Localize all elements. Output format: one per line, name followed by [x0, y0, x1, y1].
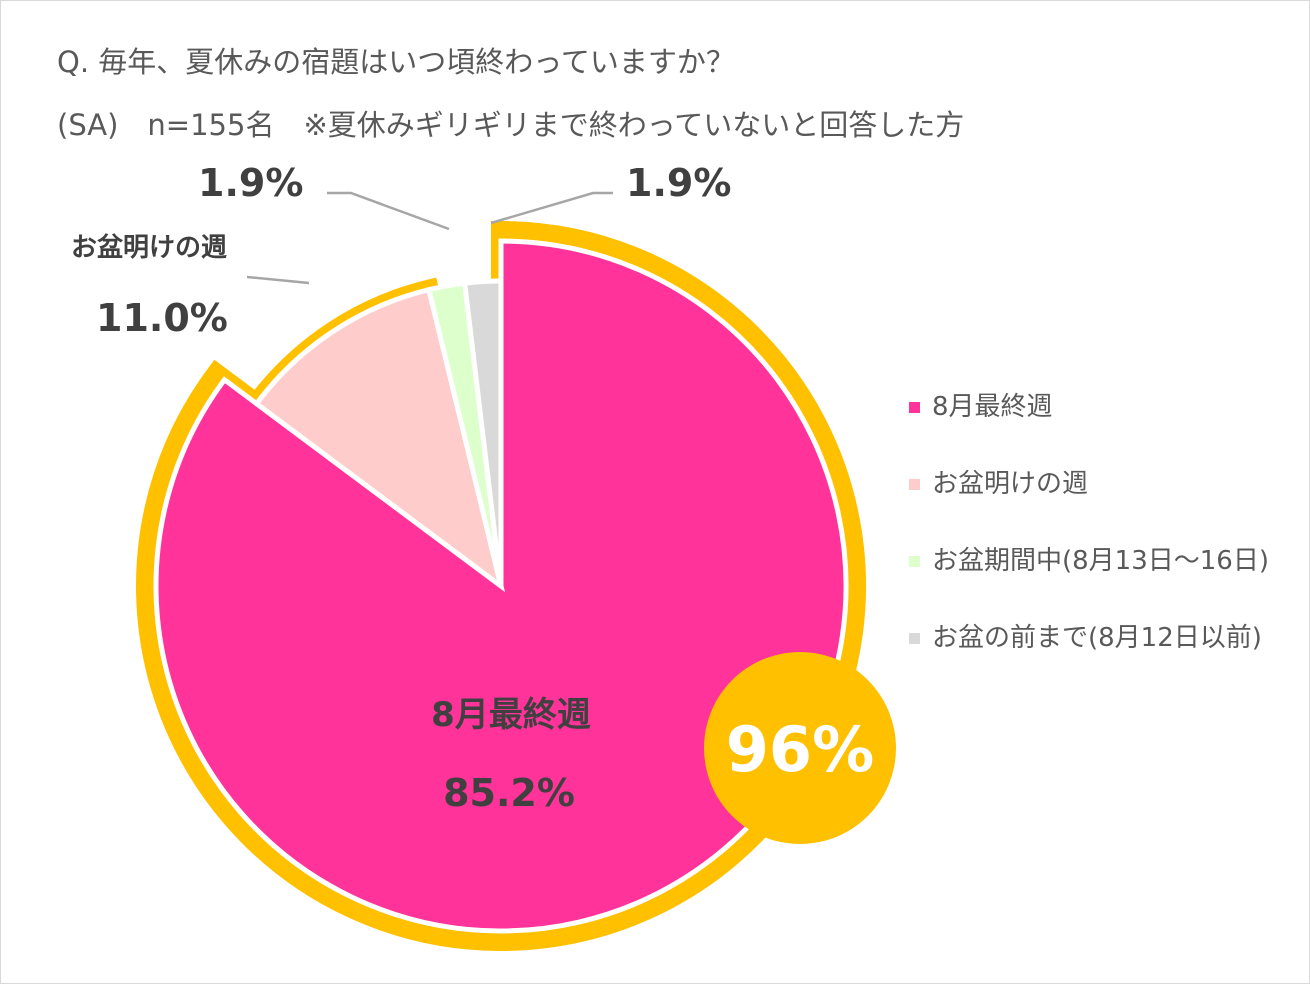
legend-swatch — [909, 556, 920, 567]
leader-line-obon-ake — [246, 275, 310, 285]
legend-label: お盆期間中(8月13日～16日) — [932, 546, 1269, 576]
legend-swatch — [909, 633, 920, 644]
highlight-badge — [704, 652, 896, 844]
legend-swatch — [909, 479, 920, 490]
legend-swatch — [909, 402, 920, 413]
legend-label: お盆の前まで(8月12日以前) — [932, 623, 1262, 653]
legend-label: お盆明けの週 — [932, 469, 1089, 499]
leader-line-obon-kikan — [327, 191, 450, 231]
legend-label: 8月最終週 — [932, 392, 1053, 422]
highlight-badge-label: 96% — [726, 713, 874, 786]
data-label-obon-kikan-value: 1.9% — [198, 161, 303, 205]
data-label-obon-ake-value: 11.0% — [96, 296, 228, 340]
pie-slice-obon-mae — [461, 278, 504, 587]
data-label-obon-ake-name: お盆明けの週 — [71, 232, 227, 263]
chart-title: Q. 毎年、夏休みの宿題はいつ頃終わっていますか？ — [57, 45, 735, 79]
data-label-obon-mae-value: 1.9% — [626, 161, 731, 205]
highlight-outline-main — [136, 220, 866, 951]
pie-slice-obon-ake — [253, 286, 506, 593]
data-label-main-value: 85.2% — [443, 771, 575, 815]
chart-subtitle: (SA) n=155名 ※夏休みギリギリまで終わっていないと回答した方 — [57, 108, 965, 142]
data-label-main-name: 8月最終週 — [431, 695, 591, 735]
leader-line-obon-mae — [490, 191, 613, 225]
